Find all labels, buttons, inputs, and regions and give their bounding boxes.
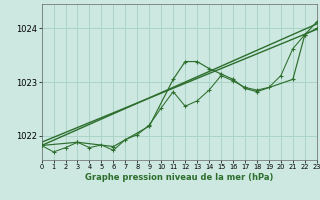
X-axis label: Graphe pression niveau de la mer (hPa): Graphe pression niveau de la mer (hPa) xyxy=(85,173,273,182)
